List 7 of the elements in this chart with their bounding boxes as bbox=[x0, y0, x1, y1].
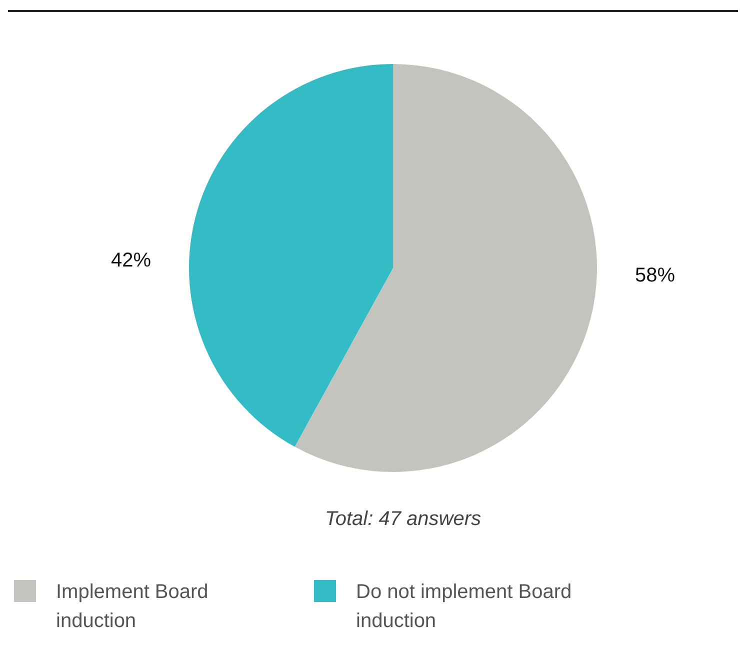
data-label: 58% bbox=[634, 264, 676, 286]
pie-slice bbox=[189, 64, 393, 447]
pie-slice bbox=[294, 64, 597, 472]
text: Total: 47 answers bbox=[324, 508, 482, 531]
legend-label: Implement Board induction bbox=[56, 580, 210, 634]
data-label: 42% bbox=[110, 250, 152, 272]
legend-label: Do not implement Board induction bbox=[356, 580, 573, 634]
